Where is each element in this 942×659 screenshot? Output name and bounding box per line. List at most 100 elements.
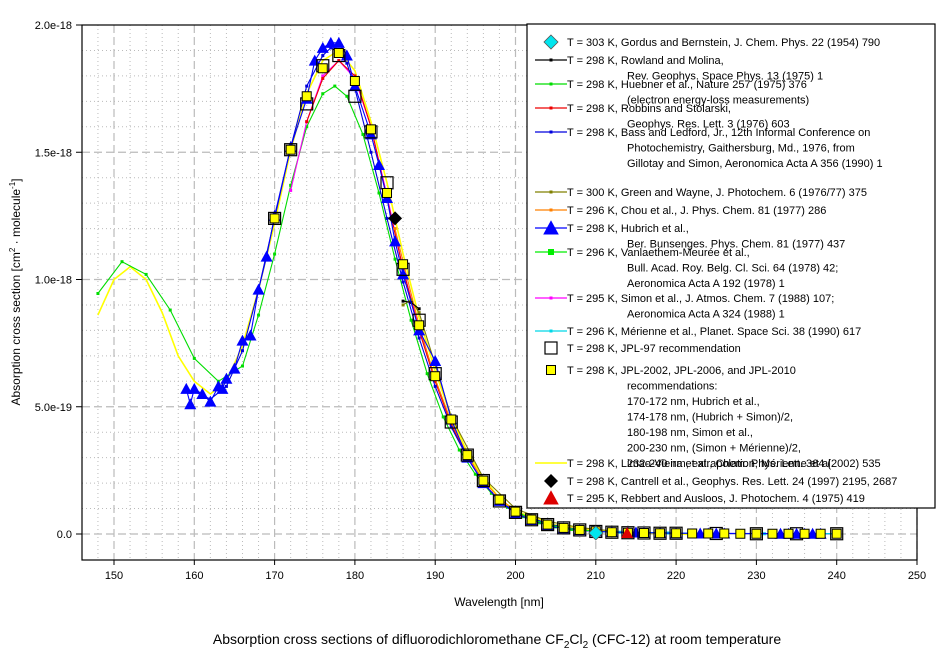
data-point bbox=[401, 303, 405, 307]
data-point bbox=[473, 472, 477, 476]
data-point-square bbox=[446, 414, 457, 425]
legend-label: Gillotay and Simon, Aeronomica Acta A 35… bbox=[627, 158, 883, 170]
legend-label: 174-178 nm, (Hubrich + Simon)/2, bbox=[627, 412, 793, 424]
data-point-triangle bbox=[220, 372, 233, 384]
y-tick-label: 1.0e-18 bbox=[35, 275, 72, 287]
x-tick-label: 250 bbox=[908, 570, 926, 582]
legend-entry: T = 298 K, Cantrell et al., Geophys. Res… bbox=[544, 474, 897, 488]
data-point-square bbox=[606, 527, 617, 538]
legend-entry: T = 298 K, Limao-Vieira et al., Chem. Ph… bbox=[535, 458, 881, 470]
data-point-triangle bbox=[252, 283, 265, 295]
data-point-triangle bbox=[790, 527, 803, 539]
data-point-square bbox=[349, 75, 360, 86]
y-title-sup2: -1 bbox=[8, 181, 17, 189]
series-line bbox=[394, 228, 516, 512]
data-point-triangle bbox=[372, 158, 385, 170]
data-point-square bbox=[687, 528, 698, 539]
data-point-triangle bbox=[340, 49, 353, 61]
data-point-square bbox=[333, 47, 344, 58]
data-point-square bbox=[414, 320, 425, 331]
legend-label: T = 298 K, Bass and Ledford, Jr., 12th I… bbox=[567, 127, 870, 139]
legend-label: T = 298 K, Hubrich et al., bbox=[567, 223, 689, 235]
data-point bbox=[305, 84, 309, 88]
data-point bbox=[345, 94, 349, 98]
data-point-square bbox=[476, 473, 490, 488]
data-point bbox=[393, 257, 397, 261]
data-point-square bbox=[767, 528, 778, 539]
legend-label: 200-230 nm, (Simon + Mérienne)/2, bbox=[627, 443, 801, 455]
legend-label: T = 296 K, Mérienne et al., Planet. Spac… bbox=[567, 326, 861, 338]
legend-label: recommendations: bbox=[627, 381, 718, 393]
data-point-triangle bbox=[196, 388, 209, 400]
data-point-diamond bbox=[544, 474, 558, 488]
data-point-square bbox=[269, 213, 280, 224]
series-14 bbox=[388, 211, 403, 226]
data-point-triangle bbox=[188, 382, 201, 394]
data-point-triangle bbox=[710, 527, 723, 539]
axes: 150 160 170 180 190 200 210 220 230 240 250 0.0 5.0e… bbox=[35, 20, 926, 582]
data-point-square bbox=[751, 528, 762, 539]
data-point bbox=[273, 252, 277, 256]
data-point bbox=[120, 260, 124, 264]
data-point-square bbox=[365, 124, 376, 135]
x-tick-label: 210 bbox=[587, 570, 605, 582]
chart-caption: Absorption cross sections of difluorodic… bbox=[213, 631, 781, 651]
data-point bbox=[549, 208, 553, 212]
data-point-triangle bbox=[316, 41, 329, 53]
data-point-square bbox=[749, 527, 764, 541]
x-tick-label: 180 bbox=[346, 570, 364, 582]
data-point-triangle bbox=[806, 527, 819, 539]
data-point bbox=[433, 379, 437, 383]
data-point-triangle bbox=[332, 36, 345, 48]
data-point-square bbox=[831, 528, 842, 539]
legend-label: Rev. Geophys. Space Phys. 13 (1975) 1 bbox=[627, 71, 823, 83]
data-point bbox=[489, 491, 493, 495]
data-point-square bbox=[284, 143, 298, 157]
data-point-triangle bbox=[397, 268, 410, 280]
data-point-square bbox=[735, 528, 746, 539]
data-point bbox=[321, 76, 325, 80]
data-point-square bbox=[830, 527, 844, 541]
data-point bbox=[96, 291, 100, 295]
data-point bbox=[441, 415, 445, 419]
legend-label: (electron energy-loss measurements) bbox=[627, 95, 809, 107]
legend-entry: T = 296 K, Chou et al., J. Phys. Chem. 8… bbox=[535, 205, 826, 217]
data-point-square bbox=[719, 528, 730, 539]
legend-label: Geophys. Res. Lett. 3 (1976) 603 bbox=[627, 119, 790, 131]
legend-label: 170-172 nm, Hubrich et al., bbox=[627, 396, 760, 408]
x-tick-label: 160 bbox=[185, 570, 203, 582]
data-point bbox=[417, 307, 421, 311]
data-point bbox=[549, 130, 553, 134]
data-point-square bbox=[783, 528, 794, 539]
legend-box bbox=[526, 23, 936, 509]
x-tick-label: 150 bbox=[105, 570, 123, 582]
legend-label: T = 298 K, Huebner et al., Nature 257 (1… bbox=[567, 79, 807, 91]
legend-label: Aeronomica Acta A 192 (1978) 1 bbox=[627, 278, 785, 290]
y-tick-label: 1.5e-18 bbox=[35, 147, 72, 159]
y-tick-label: 0.0 bbox=[57, 529, 72, 541]
data-point-triangle bbox=[543, 490, 559, 505]
data-point-square bbox=[703, 528, 714, 539]
legend-entry: T = 303 K, Gordus and Bernstein, J. Chem… bbox=[543, 34, 880, 50]
data-point-square bbox=[541, 517, 555, 532]
legend-entry: T = 298 K, JPL-2002, JPL-2006, and JPL-2… bbox=[546, 365, 834, 470]
legend-label: T = 298 K, Rowland and Molina, bbox=[567, 55, 724, 67]
data-point bbox=[257, 313, 261, 317]
legend-label: T = 295 K, Rebbert and Ausloos, J. Photo… bbox=[567, 493, 865, 505]
data-point-triangle bbox=[260, 250, 273, 262]
legend-label: T = 296 K, Vanlaethem-Meurée et al., bbox=[567, 247, 750, 259]
data-point-square bbox=[460, 448, 474, 462]
data-point bbox=[192, 356, 196, 360]
data-point-square bbox=[524, 513, 539, 527]
legend-label: Aeronomica Acta A 324 (1988) 1 bbox=[627, 309, 785, 321]
data-point bbox=[353, 74, 357, 78]
data-point bbox=[168, 308, 172, 312]
data-point-square bbox=[285, 144, 296, 155]
data-point bbox=[549, 329, 553, 333]
data-point bbox=[401, 280, 405, 284]
data-point bbox=[345, 61, 349, 65]
caption-suffix: (CFC-12) at room temperature bbox=[588, 631, 781, 647]
legend: T = 303 K, Gordus and Bernstein, J. Chem… bbox=[526, 23, 936, 509]
legend-entry: T = 298 K, Rowland and Molina, Rev. Geoph… bbox=[535, 55, 823, 83]
